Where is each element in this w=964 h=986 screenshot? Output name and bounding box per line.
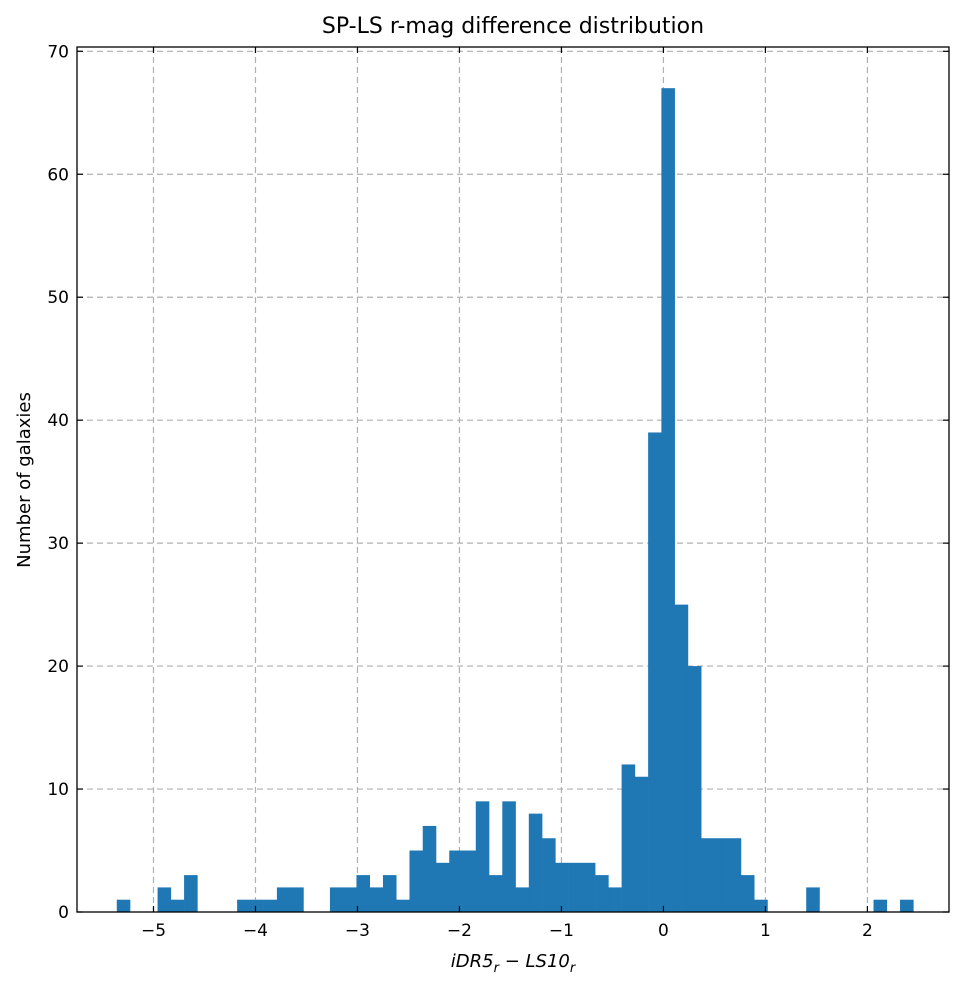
y-tick-label: 60 (47, 165, 69, 185)
y-tick-label: 70 (47, 42, 69, 62)
histogram-bar (356, 875, 371, 912)
chart-title: SP-LS r-mag difference distribution (322, 14, 704, 39)
x-label-sub-1: r (494, 961, 501, 976)
histogram-bar (687, 666, 702, 912)
x-tick-label: −1 (549, 921, 574, 941)
grid-layer (77, 47, 949, 912)
x-label-part-2: LS10 (526, 951, 570, 972)
histogram-bar (568, 862, 583, 912)
histogram-bar (900, 899, 914, 912)
y-tick-label: 20 (47, 657, 69, 677)
x-tick-label: −3 (345, 921, 370, 941)
histogram-bar (396, 899, 410, 912)
histogram-bar (727, 838, 742, 912)
histogram-bar (555, 862, 569, 912)
plot-frame (76, 46, 950, 913)
x-tick-label: −2 (447, 921, 472, 941)
x-tick-label: −4 (243, 921, 268, 941)
x-tick-label: 0 (658, 921, 669, 941)
histogram-bar (263, 899, 278, 912)
y-tick-label: 40 (47, 411, 69, 431)
y-tick-label: 50 (47, 288, 69, 308)
histogram-bar (382, 875, 397, 912)
histogram-bar (475, 801, 490, 912)
x-tick-label: 2 (862, 921, 873, 941)
histogram-bar (329, 887, 344, 912)
histogram-bar (806, 887, 820, 912)
histogram-bar (674, 604, 689, 912)
histogram-bar (528, 813, 543, 912)
histogram-bar (515, 887, 530, 912)
histogram-bar (634, 776, 649, 912)
x-tick-label: 1 (760, 921, 771, 941)
histogram-bar (435, 862, 450, 912)
histogram-bar (754, 899, 768, 912)
histogram-bar (343, 887, 357, 912)
histogram-bar (409, 850, 424, 912)
histogram-bar (873, 899, 888, 912)
histogram-bar (661, 88, 675, 912)
histogram-bar (237, 899, 251, 912)
y-axis-label: Number of galaxies (14, 392, 35, 568)
histogram-bar (184, 875, 198, 912)
histogram-bar (157, 887, 172, 912)
x-tick-label: −5 (141, 921, 166, 941)
histogram-bar (608, 887, 622, 912)
histogram-bar (462, 850, 477, 912)
histogram-bar (581, 862, 596, 912)
histogram-bar (116, 899, 131, 912)
histogram-bar (621, 764, 636, 912)
histogram-bar (276, 887, 291, 912)
histogram-bar (449, 850, 463, 912)
histogram-bar (701, 838, 715, 912)
histogram-bar (714, 838, 728, 912)
histogram-bar (489, 875, 503, 912)
histogram-bar (250, 899, 264, 912)
histogram-bar (290, 887, 304, 912)
histogram-bar (369, 887, 384, 912)
y-tick-label: 30 (47, 534, 69, 554)
histogram-bar (502, 801, 516, 912)
histogram-bar (542, 838, 556, 912)
y-tick-label: 10 (47, 780, 69, 800)
bar-layer (116, 88, 914, 912)
histogram-bar (595, 875, 609, 912)
histogram-bar (170, 899, 185, 912)
histogram-bar (648, 432, 662, 912)
x-axis-label: iDR5r − LS10r (451, 951, 577, 976)
histogram-bar (422, 825, 437, 912)
x-label-minus: − (499, 951, 526, 972)
x-label-part-1: iDR5 (451, 951, 494, 972)
y-tick-label: 0 (58, 903, 69, 923)
histogram-bar (740, 875, 755, 912)
x-label-sub-2: r (570, 961, 577, 976)
